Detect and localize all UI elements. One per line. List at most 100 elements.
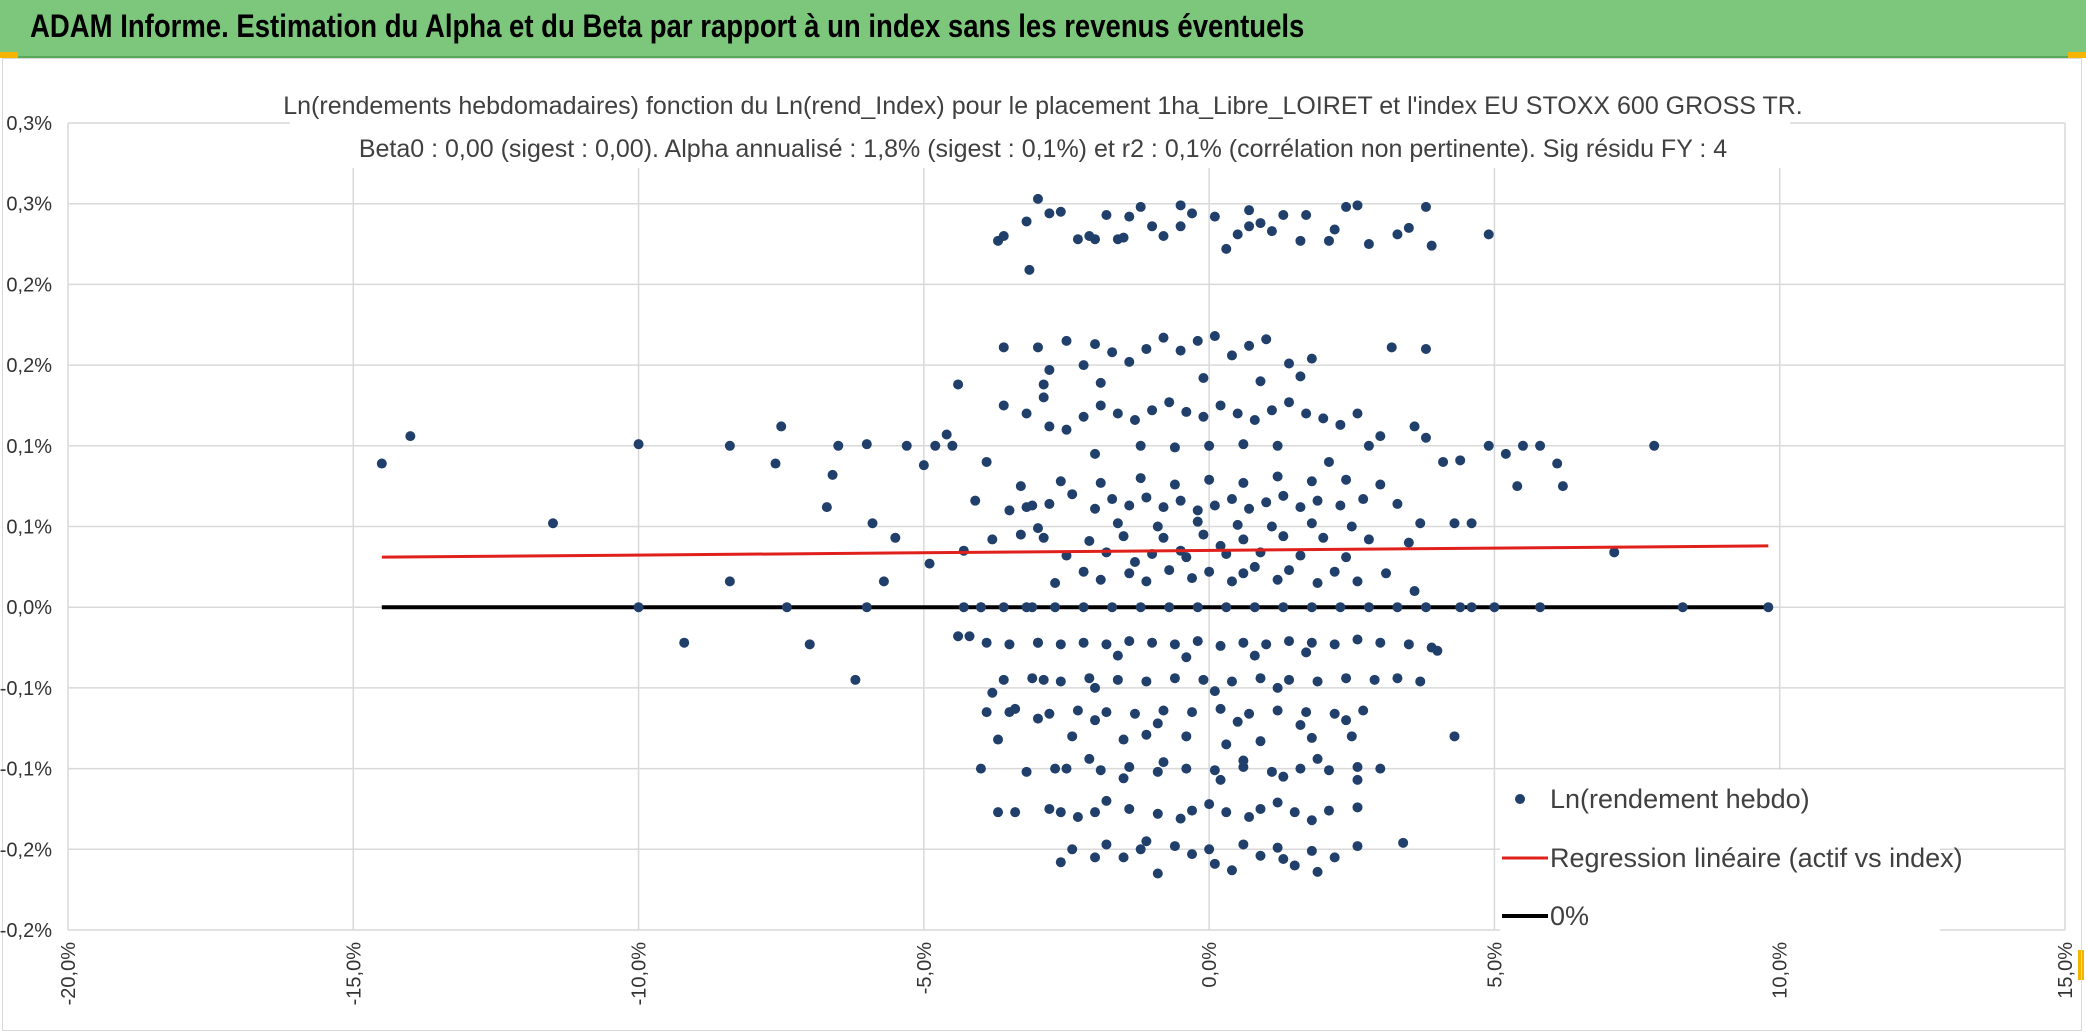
data-point: [1118, 531, 1129, 542]
data-point: [1255, 736, 1266, 747]
legend: Ln(rendement hebdo) Regression linéaire …: [1500, 770, 1963, 940]
y-tick-label: -0,2%: [0, 839, 52, 861]
data-point: [1255, 376, 1266, 387]
data-point: [1381, 568, 1392, 579]
data-point: [1055, 639, 1066, 650]
data-point: [1249, 650, 1260, 661]
data-point: [1141, 576, 1152, 587]
data-point: [1278, 490, 1289, 501]
data-point: [1295, 371, 1306, 382]
data-point: [1238, 477, 1249, 488]
data-point: [1209, 686, 1220, 697]
data-point: [1312, 495, 1323, 506]
data-point: [1187, 208, 1198, 219]
data-point: [1535, 602, 1546, 613]
data-point: [1535, 440, 1546, 451]
data-point: [1335, 419, 1346, 430]
data-point: [1095, 574, 1106, 585]
data-point: [1141, 492, 1152, 503]
data-point: [1409, 421, 1420, 432]
data-point: [1295, 763, 1306, 774]
data-point: [1204, 566, 1215, 577]
data-point: [1266, 521, 1277, 532]
data-point: [1152, 808, 1163, 819]
data-point: [947, 440, 958, 451]
data-point: [1272, 842, 1283, 853]
data-point: [1021, 766, 1032, 777]
data-point: [1363, 602, 1374, 613]
data-point: [1483, 229, 1494, 240]
data-point: [1363, 534, 1374, 545]
data-point: [1403, 537, 1414, 548]
data-point: [1552, 458, 1563, 469]
title-banner: ADAM Informe. Estimation du Alpha et du …: [0, 0, 2086, 58]
data-point: [1261, 334, 1272, 345]
data-point: [987, 687, 998, 698]
data-point: [1050, 763, 1061, 774]
data-point: [1124, 211, 1135, 222]
data-point: [1375, 763, 1386, 774]
data-point: [1112, 674, 1123, 685]
data-point: [1175, 495, 1186, 506]
data-point: [1078, 360, 1089, 371]
data-point: [1107, 494, 1118, 505]
data-point: [1386, 342, 1397, 353]
data-point: [1021, 216, 1032, 227]
data-point: [1352, 802, 1363, 813]
data-point: [1158, 757, 1169, 768]
y-tick-label: 0,1%: [6, 436, 52, 458]
data-point: [1072, 705, 1083, 716]
data-point: [1318, 413, 1329, 424]
data-point: [924, 558, 935, 569]
data-point: [998, 342, 1009, 353]
data-point: [1449, 731, 1460, 742]
data-point: [1209, 211, 1220, 222]
data-point: [1181, 652, 1192, 663]
data-point: [1032, 193, 1043, 204]
data-point: [1341, 673, 1352, 684]
data-point: [953, 379, 964, 390]
data-point: [724, 440, 735, 451]
data-point: [679, 637, 690, 648]
x-tick-label: 5,0%: [1484, 942, 1506, 988]
data-point: [1266, 226, 1277, 237]
data-point: [1147, 405, 1158, 416]
data-point: [1420, 432, 1431, 443]
data-point: [1215, 774, 1226, 785]
data-point: [1095, 765, 1106, 776]
data-point: [1341, 201, 1352, 212]
data-point: [1187, 849, 1198, 860]
data-point: [1415, 518, 1426, 529]
data-point: [1067, 731, 1078, 742]
data-point: [1141, 343, 1152, 354]
data-point: [1375, 479, 1386, 490]
data-point: [1055, 676, 1066, 687]
data-point: [1198, 411, 1209, 422]
data-point: [1483, 440, 1494, 451]
data-point: [1158, 532, 1169, 543]
data-point: [1278, 771, 1289, 782]
data-point: [1141, 676, 1152, 687]
data-point: [1112, 408, 1123, 419]
data-point: [1329, 224, 1340, 235]
data-point: [1358, 705, 1369, 716]
data-point: [1352, 841, 1363, 852]
data-point: [1261, 497, 1272, 508]
corner-marker-top-left: [0, 52, 18, 58]
data-point: [1209, 331, 1220, 342]
data-point: [1147, 637, 1158, 648]
data-point: [1050, 602, 1061, 613]
data-point: [1341, 715, 1352, 726]
data-point: [1044, 364, 1055, 375]
data-point: [1164, 397, 1175, 408]
data-point: [1284, 565, 1295, 576]
data-point: [1763, 602, 1774, 613]
data-point: [1010, 703, 1021, 714]
data-point: [1095, 400, 1106, 411]
y-tick-label: 0,1%: [6, 517, 52, 539]
data-point: [1192, 335, 1203, 346]
data-point: [1118, 734, 1129, 745]
data-point: [1101, 839, 1112, 850]
data-point: [1084, 230, 1095, 241]
data-point: [1221, 739, 1232, 750]
